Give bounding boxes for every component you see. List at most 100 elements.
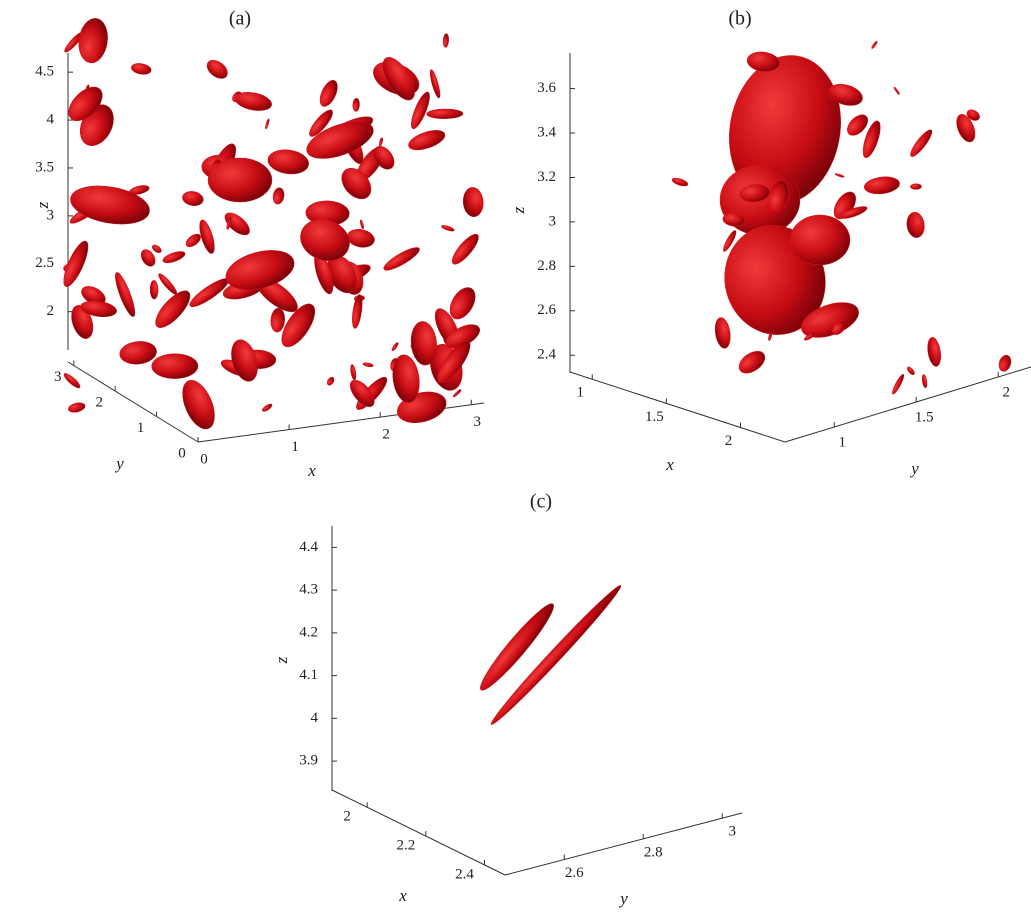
isosurface: [208, 158, 272, 202]
isosurface: [452, 389, 461, 398]
isosurface: [151, 243, 163, 254]
isosurface: [379, 137, 384, 146]
isosurface: [76, 16, 110, 64]
z-tick-label: 3.9: [299, 753, 318, 769]
isosurface: [67, 401, 86, 414]
z-tick-label: 2.6: [537, 302, 556, 318]
isosurface: [835, 173, 845, 178]
isosurface: [152, 354, 198, 379]
isosurface: [474, 598, 560, 695]
y-axis: [785, 367, 1031, 442]
y-tick-label: 1: [137, 420, 145, 436]
x-axis: [332, 790, 505, 875]
z-tick-label: 2: [47, 303, 55, 319]
x-tick-label: 1: [576, 385, 584, 401]
y-tick-label: 2.6: [565, 865, 584, 881]
z-axis-label: z: [33, 201, 52, 209]
x-tick-label: 2.4: [455, 866, 474, 882]
x-tick-label: 2: [343, 809, 351, 825]
isosurface: [360, 219, 365, 229]
isosurface: [317, 78, 341, 109]
isosurface: [352, 98, 359, 111]
y-tick-label: 2: [95, 394, 103, 410]
isosurface: [871, 41, 878, 49]
isosurface: [150, 280, 158, 299]
isosurface: [926, 336, 943, 367]
isosurface: [266, 147, 310, 176]
y-tick-label: 1.5: [915, 409, 934, 425]
z-tick-label: 4.5: [35, 64, 54, 80]
x-tick-label: 3: [473, 414, 481, 430]
panel-title: (c): [530, 491, 552, 513]
y-tick-label: 3: [54, 369, 62, 385]
x-tick-label: 1.5: [645, 409, 664, 425]
isosurface: [428, 69, 442, 99]
isosurface: [997, 354, 1013, 373]
isosurface: [350, 364, 357, 380]
x-tick-label: 2: [725, 433, 733, 449]
z-tick-label: 4.1: [299, 667, 318, 683]
x-tick-label: 2: [382, 427, 390, 443]
isosurface: [59, 238, 93, 289]
x-axis: [570, 372, 785, 442]
z-tick-label: 3.2: [537, 169, 556, 185]
isosurface: [176, 376, 221, 434]
panel-title: (a): [229, 8, 251, 30]
isosurface: [427, 109, 463, 119]
isosurface: [906, 366, 916, 376]
y-tick-label: 2.8: [644, 844, 663, 860]
isosurface: [156, 272, 178, 297]
isosurface: [441, 224, 455, 232]
isosurface: [735, 347, 769, 378]
isosurface: [326, 376, 336, 387]
z-tick-label: 4.4: [299, 539, 318, 555]
y-tick-label: 2: [1002, 384, 1010, 400]
z-tick-label: 3.5: [35, 159, 54, 175]
x-tick-label: 1: [291, 439, 299, 455]
x-tick-label: 0: [200, 451, 208, 467]
z-tick-label: 2.4: [537, 347, 556, 363]
z-tick-label: 3: [549, 213, 557, 229]
isosurface: [272, 187, 285, 205]
isosurface: [443, 33, 449, 47]
isosurface: [910, 184, 921, 190]
z-tick-label: 3: [47, 207, 55, 223]
x-axis-label: x: [665, 455, 674, 474]
isosurface: [346, 227, 376, 250]
isosurface: [221, 209, 253, 239]
isosurface: [184, 231, 203, 249]
isosurface: [204, 56, 231, 82]
z-tick-label: 4.3: [299, 582, 318, 598]
y-axis: [505, 813, 742, 875]
isosurface: [713, 317, 732, 350]
z-axis-label: z: [272, 656, 291, 664]
y-tick-label: 0: [178, 445, 186, 461]
isosurface: [227, 337, 262, 385]
z-tick-label: 3.6: [537, 80, 556, 96]
isosurface: [448, 231, 482, 268]
isosurface: [181, 190, 204, 208]
isosurface: [893, 86, 900, 95]
isosurface: [119, 340, 158, 366]
x-tick-label: 2.2: [396, 838, 415, 854]
z-tick-label: 2.5: [35, 255, 54, 271]
isosurface: [270, 308, 286, 333]
y-axis-label: y: [618, 889, 628, 908]
z-tick-label: 3.4: [537, 124, 556, 140]
z-tick-label: 4.2: [299, 624, 318, 640]
isosurface: [265, 119, 270, 130]
y-tick-label: 1: [838, 434, 846, 450]
isosurface: [130, 62, 152, 76]
isosurface: [406, 126, 447, 153]
figure: (a)0123x0123y22.533.544.5z(b)11.52x11.52…: [0, 0, 1031, 913]
x-axis-label: x: [398, 886, 407, 905]
x-axis-label: x: [307, 461, 316, 480]
z-axis-label: z: [509, 206, 528, 214]
y-tick-label: 3: [729, 824, 737, 840]
y-axis-label: y: [114, 454, 124, 473]
isosurface: [462, 187, 484, 218]
isosurface: [391, 342, 399, 352]
z-tick-label: 4: [311, 710, 319, 726]
z-tick-label: 2.8: [537, 258, 556, 274]
isosurface: [891, 373, 906, 395]
